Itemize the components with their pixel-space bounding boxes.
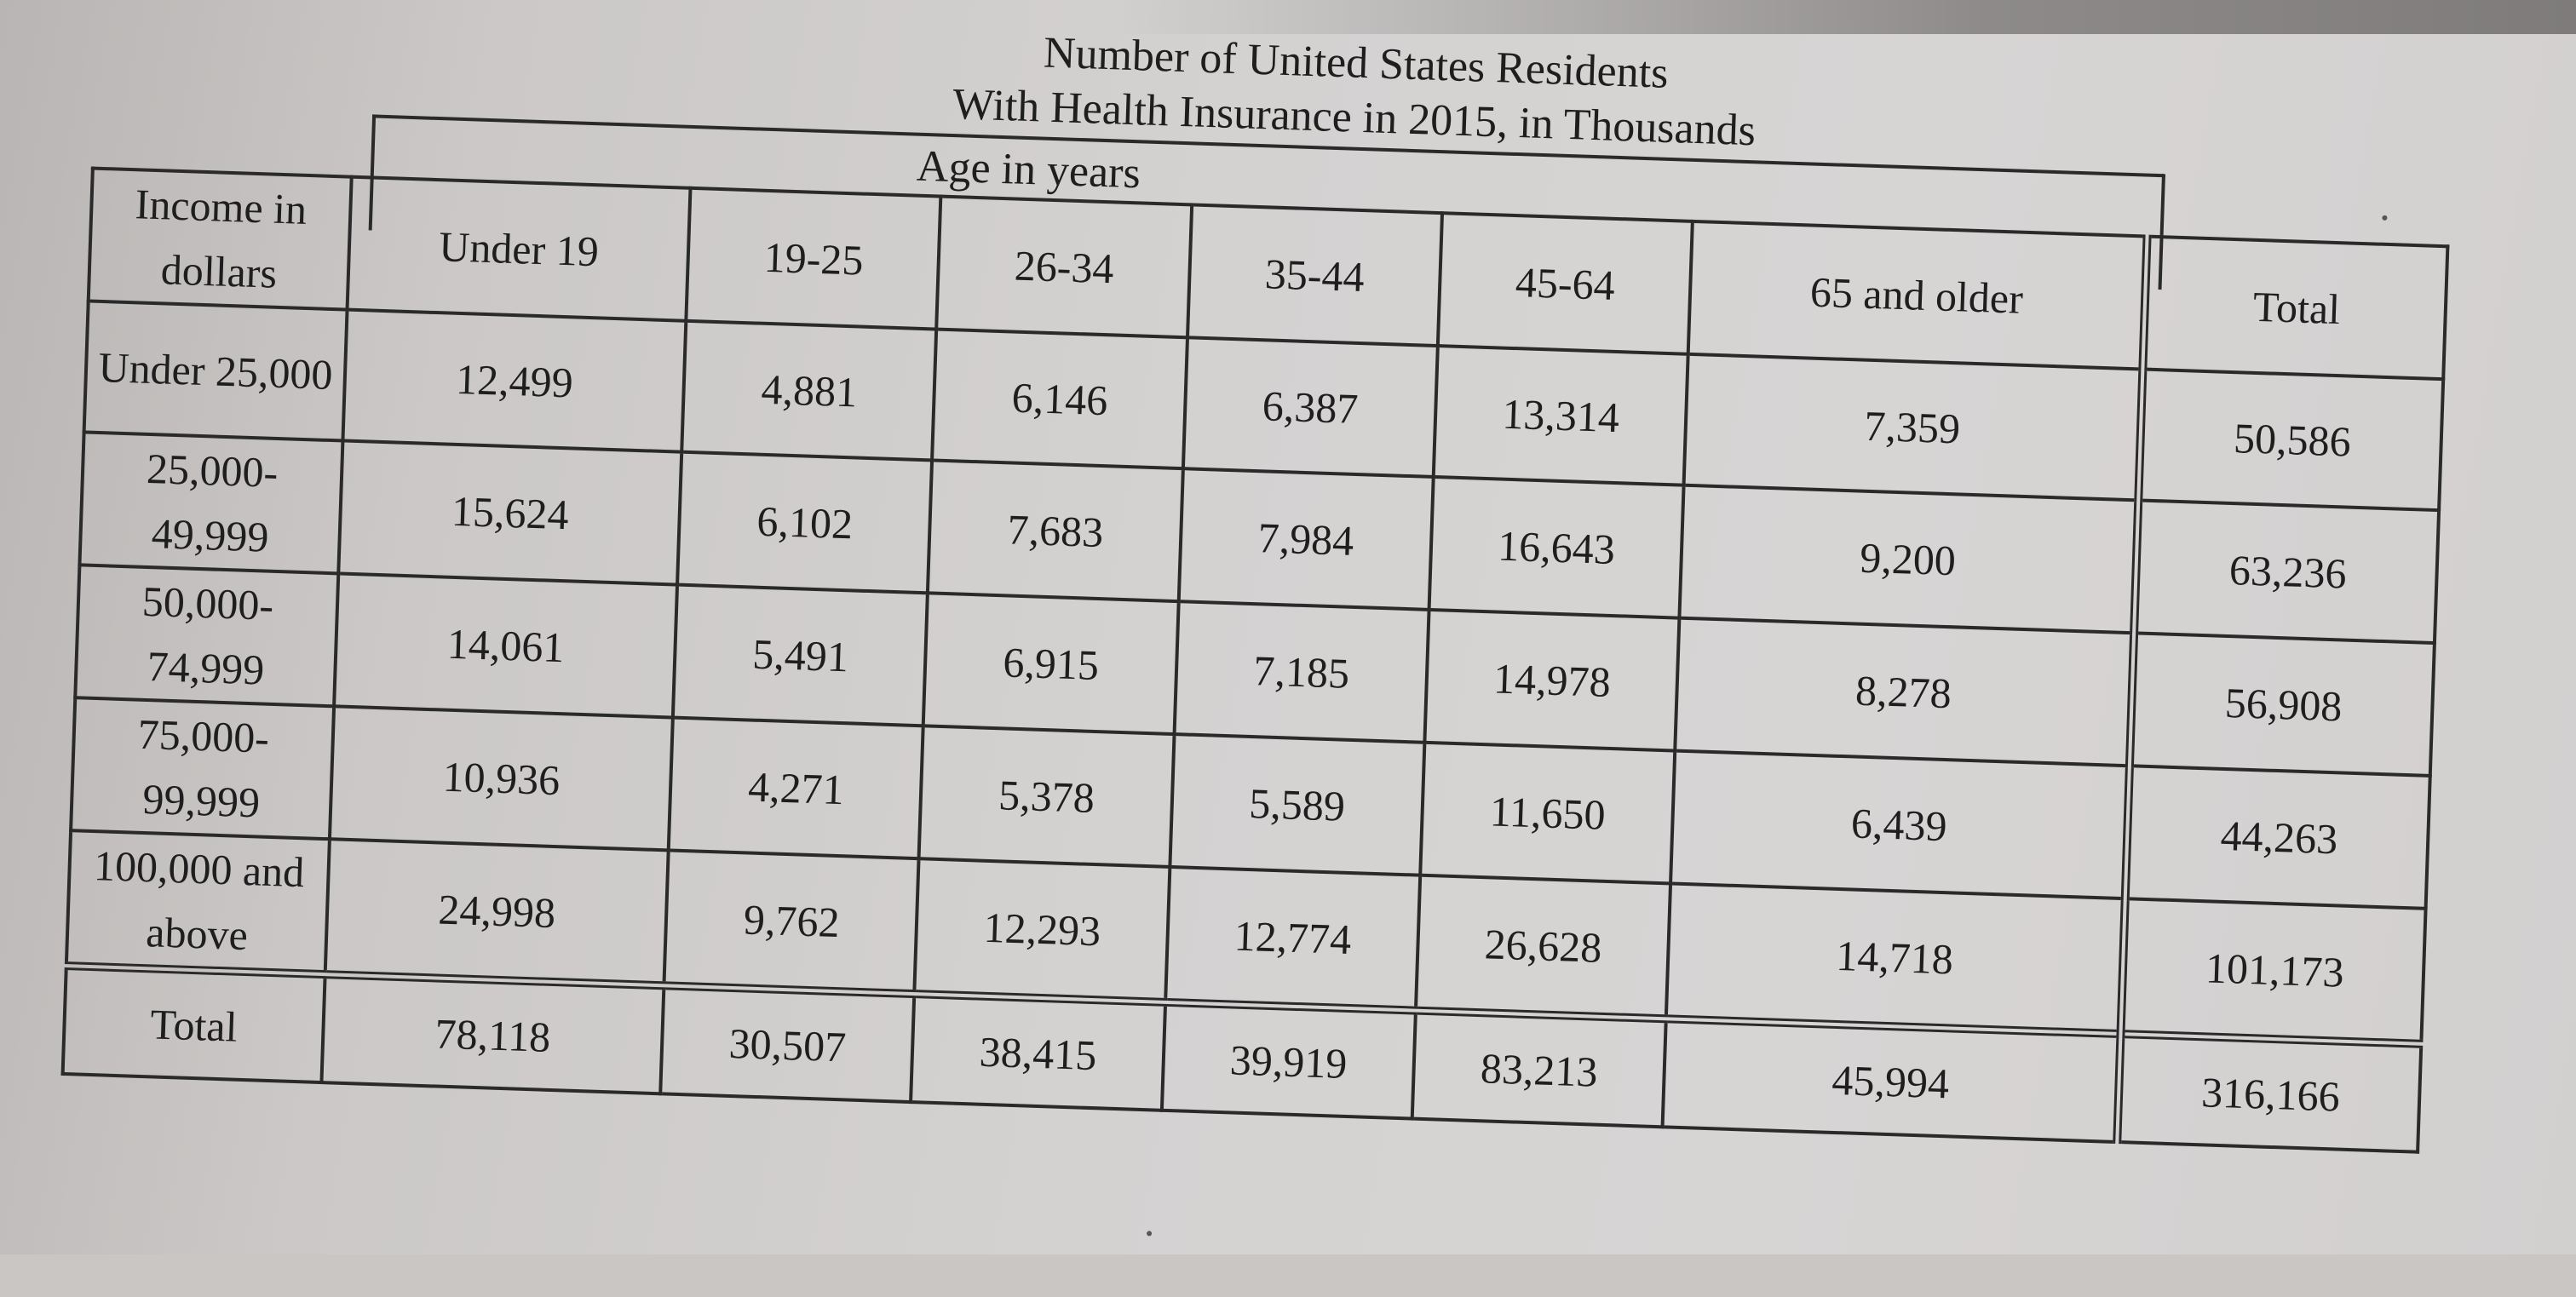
table-cell: 38,415 — [911, 994, 1165, 1110]
table-cell-total: 50,586 — [2138, 369, 2444, 511]
row-label: 100,000 and above — [66, 830, 330, 975]
table-cell: 12,293 — [914, 858, 1170, 1002]
table-cell: 30,507 — [660, 985, 915, 1103]
table-cell-total: 101,173 — [2120, 898, 2426, 1044]
table-cell: 7,683 — [928, 460, 1183, 602]
table-cell: 9,200 — [1679, 485, 2139, 634]
page-speck — [2382, 215, 2388, 221]
column-header: 35-44 — [1187, 204, 1442, 347]
table-cell-total: 44,263 — [2125, 766, 2430, 909]
table-cell: 26,628 — [1415, 875, 1671, 1019]
column-header: 26-34 — [936, 196, 1192, 338]
age-group-label: Age in years — [916, 141, 1141, 198]
table-cell: 14,061 — [334, 573, 678, 718]
table-cell: 4,271 — [668, 717, 924, 859]
table-cell-total: 63,236 — [2134, 500, 2440, 644]
photo-background — [0, 0, 2576, 1254]
table-cell: 6,102 — [677, 451, 933, 594]
table-cell: 7,984 — [1178, 468, 1434, 610]
table-cell: 13,314 — [1433, 346, 1688, 485]
table-cell: 5,378 — [918, 726, 1175, 867]
surface-edge — [1107, 0, 2576, 34]
table-cell: 24,998 — [325, 839, 669, 986]
table-cell: 83,213 — [1412, 1010, 1666, 1128]
table-cell: 45,994 — [1662, 1019, 2121, 1143]
table-cell: 4,881 — [681, 320, 937, 461]
insurance-table: Income in dollars Under 19 19-25 26-34 3… — [61, 167, 2450, 1154]
table-cell: 7,185 — [1174, 601, 1429, 743]
table-cell: 6,915 — [923, 593, 1179, 735]
total-row-label: Total — [62, 966, 325, 1083]
column-header: 65 and older — [1688, 221, 2148, 370]
table-cell: 14,718 — [1665, 883, 2126, 1035]
table-cell: 11,650 — [1420, 742, 1676, 884]
grand-total-cell: 316,166 — [2117, 1034, 2422, 1152]
table-cell: 78,118 — [321, 974, 664, 1094]
column-header: 19-25 — [686, 187, 941, 330]
row-label: Under 25,000 — [83, 301, 348, 441]
table-cell: 7,359 — [1683, 353, 2143, 501]
page-speck — [1147, 1231, 1153, 1237]
table-cell: 12,774 — [1164, 866, 1421, 1011]
table-cell: 6,439 — [1670, 750, 2130, 899]
corner-header: Income in dollars — [88, 168, 352, 310]
table-cell: 10,936 — [329, 706, 674, 851]
table-cell: 16,643 — [1429, 476, 1684, 618]
table-cell: 39,919 — [1161, 1001, 1416, 1119]
row-label: 50,000- 74,999 — [75, 565, 339, 707]
table-cell: 9,762 — [664, 850, 919, 995]
table-cell: 12,499 — [342, 309, 687, 452]
column-header: 45-64 — [1437, 213, 1693, 354]
table-cell: 5,589 — [1170, 734, 1425, 875]
row-label: 25,000- 49,999 — [79, 432, 343, 574]
column-header-total: Total — [2142, 236, 2448, 380]
table-cell: 5,491 — [673, 584, 929, 726]
table-cell: 6,387 — [1182, 337, 1438, 477]
table-cell-total: 56,908 — [2130, 633, 2435, 776]
row-label: 75,000- 99,999 — [71, 697, 335, 840]
table-cell: 8,278 — [1675, 617, 2135, 766]
table-cell: 15,624 — [338, 440, 682, 585]
column-header: Under 19 — [347, 176, 691, 321]
table-cell: 6,146 — [932, 329, 1187, 469]
table-cell: 14,978 — [1424, 609, 1680, 751]
